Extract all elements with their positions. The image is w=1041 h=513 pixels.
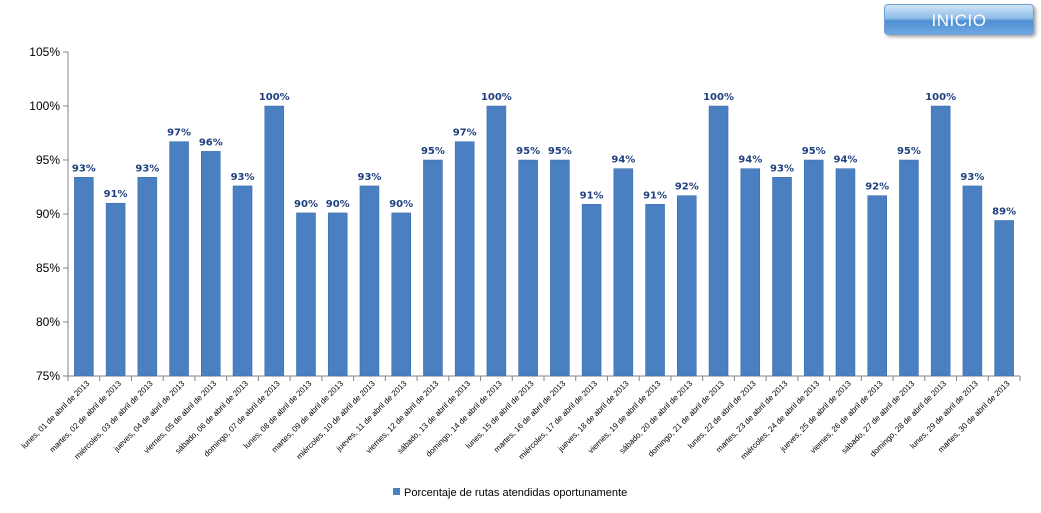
- data-label: 92%: [865, 182, 889, 193]
- bar: [486, 105, 507, 377]
- bar: [105, 202, 126, 377]
- data-label: 95%: [421, 146, 445, 157]
- data-label: 100%: [703, 92, 734, 103]
- bar: [74, 177, 94, 377]
- data-label: 93%: [72, 163, 96, 174]
- bar: [772, 177, 792, 377]
- data-label: 95%: [802, 146, 826, 157]
- legend: Porcentaje de rutas atendidas oportuname…: [393, 487, 627, 499]
- data-label: 100%: [481, 92, 512, 103]
- bar: [740, 168, 761, 377]
- bar: [327, 212, 348, 377]
- bar: [550, 159, 570, 377]
- data-label: 93%: [960, 172, 984, 183]
- data-label: 93%: [231, 172, 255, 183]
- bar: [454, 141, 475, 377]
- bar: [708, 105, 729, 377]
- data-label: 95%: [548, 146, 572, 157]
- data-label: 90%: [389, 199, 413, 210]
- bar: [518, 159, 538, 377]
- y-tick-label: 80%: [36, 315, 60, 329]
- data-label: 97%: [167, 128, 191, 139]
- data-label: 94%: [738, 155, 762, 166]
- bar: [137, 177, 158, 377]
- bar: [296, 212, 316, 377]
- data-label: 91%: [643, 190, 667, 201]
- bar: [359, 185, 380, 377]
- data-label: 93%: [770, 163, 794, 174]
- y-axis: 75% 80% 85% 90% 95% 100% 105%: [29, 45, 69, 383]
- data-label: 92%: [675, 182, 699, 193]
- data-label: 100%: [259, 92, 290, 103]
- bar: [994, 220, 1014, 377]
- bar: [962, 185, 983, 377]
- bar: [232, 185, 253, 377]
- bar: [835, 168, 856, 377]
- bar: [169, 141, 189, 377]
- legend-label: Porcentaje de rutas atendidas oportuname…: [404, 487, 627, 499]
- data-labels: 93% 91% 93% 97% 96% 93% 100% 90% 90% 93% 90% 95% 97%…: [72, 92, 1016, 217]
- bar: [423, 159, 443, 377]
- data-label: 93%: [357, 172, 381, 183]
- y-tick-label: 95%: [36, 153, 60, 167]
- data-label: 94%: [611, 155, 635, 166]
- bar: [867, 195, 887, 377]
- bar: [930, 105, 951, 377]
- legend-swatch: [393, 488, 400, 495]
- data-label: 100%: [925, 92, 956, 103]
- data-label: 91%: [104, 189, 128, 200]
- bar: [391, 212, 411, 377]
- bar: [677, 195, 697, 377]
- bar: [613, 168, 634, 377]
- bar: [803, 159, 824, 377]
- y-tick-label: 105%: [29, 45, 60, 59]
- y-tick-label: 90%: [36, 207, 60, 221]
- data-label: 95%: [516, 146, 540, 157]
- inicio-button[interactable]: INICIO: [884, 4, 1034, 35]
- data-label: 96%: [199, 137, 223, 148]
- bar: [264, 105, 285, 377]
- data-label: 89%: [992, 206, 1016, 217]
- y-tick-label: 75%: [36, 369, 60, 383]
- data-label: 91%: [580, 190, 604, 201]
- data-label: 94%: [833, 155, 857, 166]
- data-label: 90%: [294, 199, 318, 210]
- bar: [201, 151, 221, 377]
- bar: [581, 204, 602, 377]
- data-label: 90%: [326, 199, 350, 210]
- bars: [74, 105, 1014, 377]
- data-label: 95%: [897, 146, 921, 157]
- bar: [899, 159, 919, 377]
- y-tick-label: 100%: [29, 99, 60, 113]
- data-label: 93%: [135, 163, 159, 174]
- data-label: 97%: [453, 128, 477, 139]
- bar: [645, 204, 665, 377]
- y-tick-label: 85%: [36, 261, 60, 275]
